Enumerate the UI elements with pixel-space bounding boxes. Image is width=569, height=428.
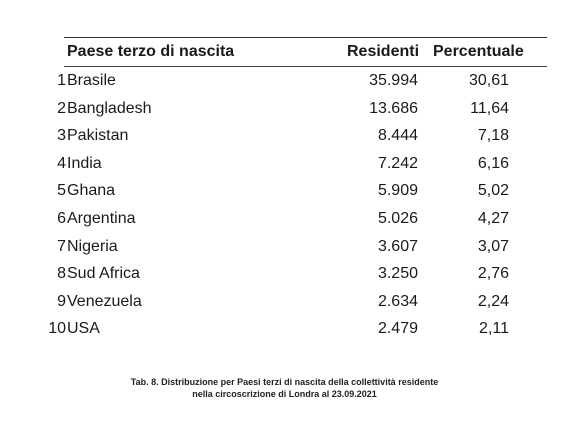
header-residents: Residenti — [347, 43, 420, 60]
row-rank: 9 — [57, 292, 66, 310]
row-residents: 13.686 — [369, 99, 418, 117]
row-residents: 3.250 — [377, 265, 418, 283]
table-top-rule — [64, 37, 547, 38]
row-rank: 8 — [57, 265, 66, 283]
row-country: Argentina — [67, 209, 136, 227]
row-residents: 2.479 — [377, 320, 418, 338]
row-country: India — [67, 154, 102, 172]
table-row: 10 USA 2.479 2,11 — [40, 318, 547, 346]
row-country: Sud Africa — [67, 265, 140, 283]
table-row: 5 Ghana 5.909 5,02 — [40, 180, 547, 208]
row-percentage: 11,64 — [470, 99, 509, 117]
row-rank: 10 — [48, 320, 66, 338]
table-row: 2 Bangladesh 13.686 11,64 — [40, 98, 547, 126]
row-country: Ghana — [67, 182, 116, 200]
row-residents: 2.634 — [377, 292, 418, 310]
row-country: Bangladesh — [67, 99, 152, 117]
table-row: 4 India 7.242 6,16 — [40, 153, 547, 181]
caption-line-1: Tab. 8. Distribuzione per Paesi terzi di… — [130, 377, 439, 387]
row-rank: 3 — [57, 127, 66, 145]
row-percentage: 2,11 — [479, 320, 509, 338]
row-rank: 6 — [57, 209, 66, 227]
row-percentage: 6,16 — [477, 154, 509, 172]
row-percentage: 30,61 — [468, 72, 509, 89]
row-country: Nigeria — [67, 237, 118, 255]
row-residents: 5.026 — [377, 209, 418, 227]
row-percentage: 7,18 — [477, 127, 509, 145]
table-header-rule — [64, 66, 547, 67]
row-rank: 5 — [57, 182, 66, 200]
caption-line-2: nella circoscrizione di Londra al 23.09.… — [192, 389, 377, 399]
table-row: 1 Brasile 35.994 30,61 — [40, 70, 547, 98]
table-row: 8 Sud Africa 3.250 2,76 — [40, 263, 547, 291]
row-country: Pakistan — [67, 127, 129, 145]
row-rank: 1 — [57, 72, 66, 89]
table-row: 3 Pakistan 8.444 7,18 — [40, 125, 547, 153]
row-residents: 8.444 — [377, 127, 418, 145]
table-caption: Tab. 8. Distribuzione per Paesi terzi di… — [0, 376, 569, 400]
row-country: Brasile — [67, 72, 116, 89]
row-percentage: 3,07 — [477, 237, 509, 255]
table-row: 6 Argentina 5.026 4,27 — [40, 208, 547, 236]
row-percentage: 2,76 — [477, 265, 509, 283]
row-rank: 7 — [57, 237, 66, 255]
row-percentage: 2,24 — [477, 292, 509, 310]
row-residents: 7.242 — [377, 154, 418, 172]
header-percentage: Percentuale — [433, 43, 524, 60]
table-row: 9 Venezuela 2.634 2,24 — [40, 291, 547, 319]
row-percentage: 4,27 — [477, 209, 509, 227]
table-body: 1 Brasile 35.994 30,61 2 Bangladesh 13.6… — [40, 70, 547, 346]
row-residents: 35.994 — [369, 72, 418, 89]
row-country: USA — [67, 320, 100, 338]
row-percentage: 5,02 — [477, 182, 509, 200]
row-rank: 2 — [57, 99, 66, 117]
table-row: 7 Nigeria 3.607 3,07 — [40, 236, 547, 264]
row-residents: 3.607 — [377, 237, 418, 255]
row-residents: 5.909 — [377, 182, 418, 200]
row-rank: 4 — [57, 154, 66, 172]
header-country: Paese terzo di nascita — [67, 43, 235, 60]
row-country: Venezuela — [67, 292, 142, 310]
table-header-row: Paese terzo di nascita Residenti Percent… — [40, 43, 547, 65]
